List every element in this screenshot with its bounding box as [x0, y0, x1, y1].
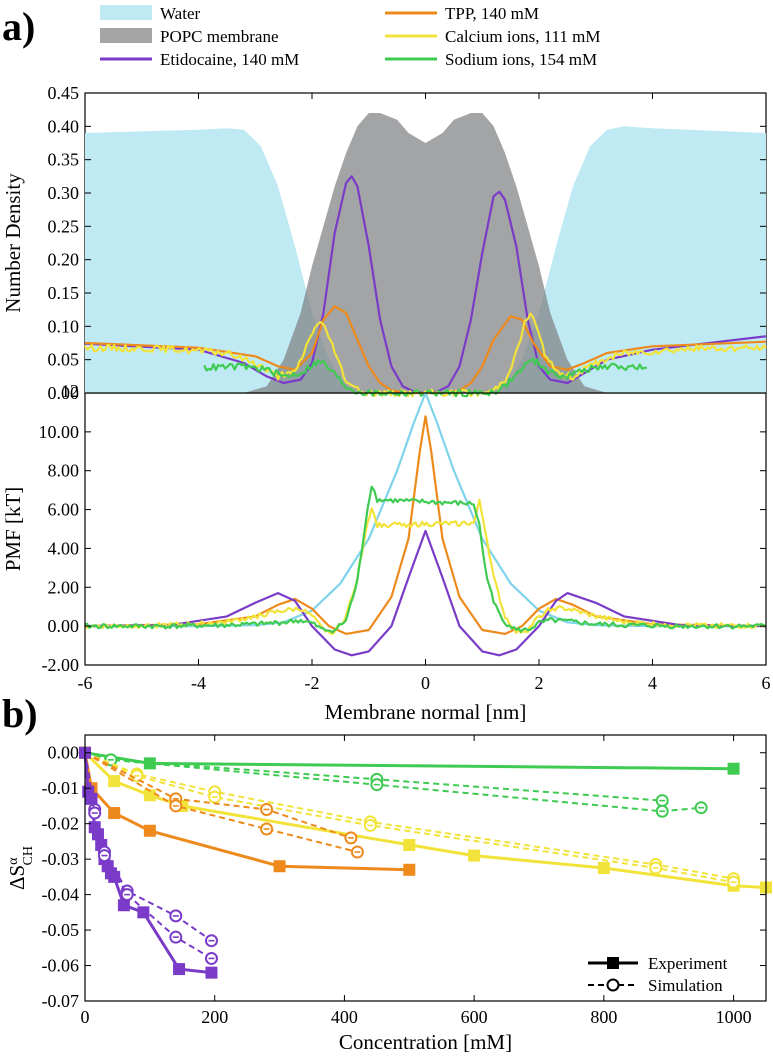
- order-ytick-label: -0.01: [42, 778, 80, 798]
- density-ytick-label: 0.35: [48, 150, 80, 170]
- pmf-line-etidocaine-140-mm: [84, 529, 767, 657]
- density-ytick-label: 0.00: [48, 383, 80, 403]
- pmf-xtick-label: 4: [648, 673, 657, 693]
- order-ytick-label: -0.03: [42, 849, 80, 869]
- order-marker-tpp-experiment: [143, 824, 156, 837]
- pmf-x-axis-label: Membrane normal [nm]: [325, 700, 527, 724]
- pmf-line-calcium-ions-111-mm: [84, 498, 767, 635]
- order-line-sodium-ions-experiment: [84, 751, 734, 771]
- order-marker-calcium-ions-experiment: [403, 838, 416, 851]
- pmf-xtick-label: -6: [78, 673, 93, 693]
- density-ytick-label: 0.25: [48, 216, 80, 236]
- order-xtick-label: 400: [331, 1007, 358, 1027]
- order-marker-calcium-ions-experiment: [108, 775, 121, 788]
- order-plot-frame: [84, 734, 767, 1002]
- legend-label-experiment: Experiment: [648, 954, 728, 973]
- density-ytick-label: 0.45: [48, 83, 80, 103]
- pmf-ytick-label: 10.00: [39, 422, 80, 442]
- order-ytick-label: -0.04: [42, 885, 80, 905]
- legend-label-popc-membrane: POPC membrane: [160, 27, 279, 46]
- order-ytick-label: 0.00: [48, 743, 80, 763]
- order-marker-sodium-ions-experiment: [727, 762, 740, 775]
- order-x-axis-label: Concentration [mM]: [339, 1030, 512, 1054]
- pmf-line-water: [85, 391, 766, 628]
- pmf-ytick-label: 8.00: [48, 461, 80, 481]
- order-xtick-label: 1000: [716, 1007, 752, 1027]
- density-ytick-label: 0.15: [48, 283, 80, 303]
- legend-label-water: Water: [160, 4, 200, 23]
- order-marker-etidocaine-experiment: [108, 870, 121, 883]
- order-parameter-chart: 0.00 -0.01 -0.02 -0.03 -0.04 -0.05 -0.06 -0.070…: [5, 734, 772, 1054]
- order-marker-calcium-ions-experiment: [597, 862, 610, 874]
- pmf-line-tpp-140-mm: [84, 415, 767, 635]
- panel-a-label: a): [2, 4, 35, 49]
- order-marker-etidocaine-experiment: [205, 966, 218, 979]
- order-marker-tpp-experiment: [108, 807, 121, 820]
- legend-label-simulation: Simulation: [648, 976, 723, 995]
- pmf-xtick-label: -2: [305, 673, 320, 693]
- order-marker-etidocaine-experiment: [91, 828, 104, 841]
- order-line-tpp-simulation-a: [84, 751, 352, 839]
- order-line-tpp-simulation-b: [84, 751, 358, 853]
- legend-swatch-popc-membrane: [100, 28, 152, 43]
- order-marker-tpp-experiment: [273, 860, 286, 873]
- order-xtick-label: 200: [201, 1007, 228, 1027]
- pmf-xtick-label: 0: [421, 673, 430, 693]
- legend-label-tpp-140-mm: TPP, 140 mM: [445, 4, 539, 23]
- pmf-xtick-label: 6: [762, 673, 771, 693]
- density-area-popc-membrane: [85, 113, 766, 393]
- density-chart: 0.45 0.40 0.35 0.30 0.25 0.20 0.15 0.10 0.05 0.00…: [1, 4, 767, 403]
- order-line-calcium-ions-experiment: [83, 751, 767, 889]
- density-ytick-label: 0.05: [48, 350, 80, 370]
- panel-b-label: b): [2, 691, 38, 736]
- pmf-xtick-label: -4: [191, 673, 206, 693]
- pmf-ytick-label: 12: [61, 381, 79, 401]
- pmf-xtick-label: 2: [535, 673, 544, 693]
- pmf-ytick-label: 6.00: [48, 500, 80, 520]
- density-y-axis-label: Number Density: [1, 173, 25, 313]
- order-marker-etidocaine-experiment: [85, 792, 98, 805]
- order-ytick-label: -0.07: [42, 991, 80, 1011]
- order-xtick-label: 800: [590, 1007, 617, 1027]
- order-ytick-label: -0.02: [42, 814, 80, 834]
- order-line-calcium-ions-simulation-b: [84, 751, 734, 884]
- order-line-etidocaine-simulation-a: [84, 752, 213, 942]
- order-marker-tpp-experiment: [403, 863, 416, 876]
- order-line-etidocaine-simulation-b: [84, 752, 213, 960]
- density-area-water: [85, 126, 766, 394]
- order-ytick-label: -0.05: [42, 920, 80, 940]
- pmf-ytick-label: 0.00: [48, 616, 80, 636]
- order-marker-calcium-ions-experiment: [468, 849, 481, 862]
- density-line-calcium-ions-111-mm: [84, 312, 767, 398]
- pmf-ytick-label: 4.00: [48, 538, 80, 558]
- order-line-calcium-ions-simulation-a: [84, 751, 734, 880]
- legend-marker-simulation: [606, 978, 620, 992]
- pmf-line-sodium-ions-154-mm: [84, 485, 767, 634]
- legend-swatch-water: [100, 5, 152, 20]
- pmf-chart: 12 10.00 8.00 6.00 4.00 2.00 0.00 -2.00-6 -4 -2 0 2…: [1, 381, 771, 724]
- order-marker-calcium-ions-experiment: [143, 789, 156, 802]
- density-ytick-label: 0.10: [48, 316, 80, 336]
- order-marker-etidocaine-experiment: [117, 899, 130, 912]
- density-ytick-label: 0.40: [48, 116, 80, 136]
- legend-label-etidocaine-140-mm: Etidocaine, 140 mM: [160, 50, 299, 69]
- pmf-y-axis-label: PMF [kT]: [1, 487, 25, 572]
- legend-marker-experiment: [607, 957, 619, 969]
- order-xtick-label: 600: [461, 1007, 488, 1027]
- pmf-ytick-label: -2.00: [42, 655, 80, 675]
- order-y-axis-label: ΔSαCH: [5, 846, 36, 890]
- order-marker-etidocaine-experiment: [173, 963, 186, 976]
- legend-label-sodium-ions-154-mm: Sodium ions, 154 mM: [445, 50, 597, 69]
- order-marker-etidocaine-experiment: [137, 906, 150, 919]
- legend-label-calcium-ions-111-mm: Calcium ions, 111 mM: [445, 27, 601, 46]
- order-ytick-label: -0.06: [42, 956, 80, 976]
- pmf-ytick-label: 2.00: [48, 577, 80, 597]
- density-ytick-label: 0.20: [48, 250, 80, 270]
- order-xtick-label: 0: [81, 1007, 90, 1027]
- density-ytick-label: 0.30: [48, 183, 80, 203]
